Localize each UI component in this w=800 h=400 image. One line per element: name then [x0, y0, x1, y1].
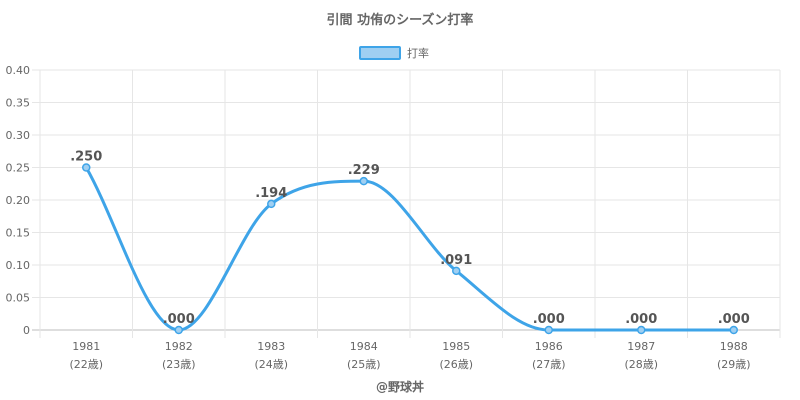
- series-points: [82, 163, 738, 335]
- x-tick-label: 1981: [72, 340, 100, 353]
- chart-title: 引間 功侑のシーズン打率: [327, 12, 474, 28]
- legend[interactable]: 打率: [359, 46, 429, 60]
- x-tick-sublabel: (24歳): [254, 358, 288, 371]
- x-tick-label: 1982: [165, 340, 193, 353]
- y-axis: 0 0.05 0.10 0.15 0.20 0.25 0.30 0.35 0.40: [6, 64, 31, 337]
- x-tick-sublabel: (23歳): [162, 358, 196, 371]
- data-label: .000: [163, 312, 195, 327]
- data-point[interactable]: [174, 325, 183, 335]
- data-point[interactable]: [544, 325, 553, 335]
- y-tick-label: 0.20: [6, 194, 31, 207]
- y-tick-label: 0.25: [6, 162, 31, 175]
- y-tick-label: 0.35: [6, 97, 31, 110]
- data-label: .194: [255, 186, 287, 201]
- data-labels: .250 .000 .194 .229 .091 .000 .000 .000: [70, 150, 750, 328]
- footer-credit: @野球丼: [376, 379, 424, 394]
- x-tick-label: 1987: [627, 340, 655, 353]
- grid: [32, 69, 781, 338]
- x-tick-sublabel: (22歳): [69, 358, 103, 371]
- data-label: .000: [718, 312, 750, 327]
- x-tick-label: 1983: [257, 340, 285, 353]
- data-label: .091: [440, 253, 472, 268]
- y-tick-label: 0.40: [6, 64, 31, 77]
- data-point[interactable]: [267, 199, 276, 209]
- data-label: .000: [533, 312, 565, 327]
- data-label: .229: [348, 163, 380, 178]
- data-point[interactable]: [452, 266, 461, 276]
- y-tick-label: 0.10: [6, 259, 31, 272]
- x-tick-sublabel: (25歳): [347, 358, 381, 371]
- y-tick-label: 0.15: [6, 227, 31, 240]
- y-tick-label: 0.30: [6, 129, 31, 142]
- x-axis: 1981 (22歳) 1982 (23歳) 1983 (24歳) 1984 (25歳) 1985…: [69, 340, 750, 371]
- x-tick-sublabel: (27歳): [532, 358, 566, 371]
- x-tick-sublabel: (26歳): [439, 358, 473, 371]
- x-tick-sublabel: (28歳): [624, 358, 658, 371]
- x-tick-label: 1988: [720, 340, 748, 353]
- data-label: .000: [625, 312, 657, 327]
- x-tick-label: 1984: [350, 340, 378, 353]
- legend-swatch: [359, 46, 401, 60]
- data-point[interactable]: [637, 325, 646, 335]
- data-point[interactable]: [82, 163, 91, 172]
- data-point[interactable]: [359, 176, 368, 186]
- legend-label: 打率: [407, 46, 429, 60]
- y-tick-label: 0: [23, 324, 30, 337]
- y-tick-label: 0.05: [6, 292, 31, 305]
- x-tick-label: 1986: [535, 340, 563, 353]
- x-tick-sublabel: (29歳): [717, 358, 751, 371]
- data-point[interactable]: [729, 325, 738, 335]
- x-tick-label: 1985: [442, 340, 470, 353]
- data-label: .250: [70, 150, 102, 165]
